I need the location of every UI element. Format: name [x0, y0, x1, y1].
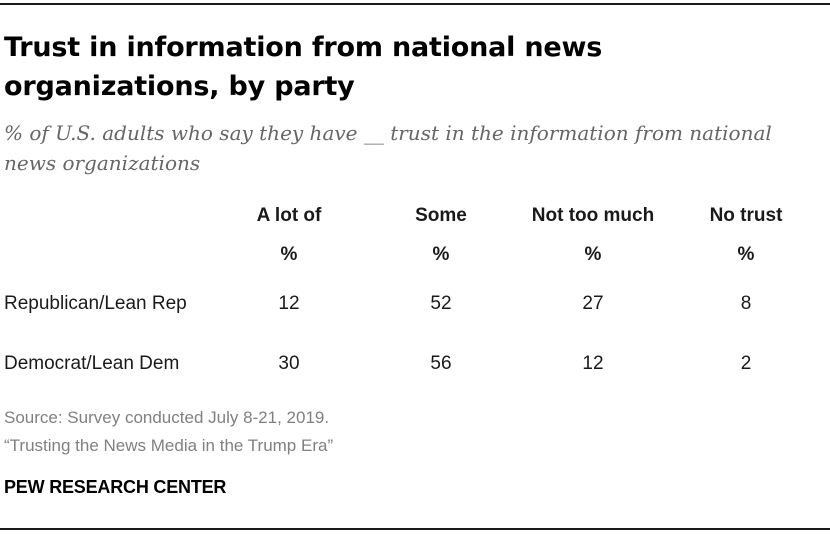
column-header-row: A lot of Some Not too much No trust [0, 196, 822, 236]
column-header: No trust [709, 205, 783, 226]
data-cell: 52 [430, 293, 452, 314]
unit-spacer [0, 236, 212, 274]
source-note: Source: Survey conducted July 8-21, 2019… [4, 404, 333, 460]
data-cell: 30 [278, 353, 300, 374]
data-cell: 12 [278, 293, 300, 314]
column-header: A lot of [256, 205, 322, 226]
organization-name: PEW RESEARCH CENTER [4, 477, 227, 497]
row-label: Democrat/Lean Dem [4, 353, 180, 374]
data-cell: 2 [740, 353, 752, 374]
unit-label: % [432, 244, 450, 265]
report-title: “Trusting the News Media in the Trump Er… [4, 436, 334, 455]
data-cell: 27 [582, 293, 604, 314]
unit-label: % [584, 244, 602, 265]
column-header: Some [415, 205, 467, 226]
data-cell: 56 [430, 353, 452, 374]
source-line: Source: Survey conducted July 8-21, 2019… [4, 408, 330, 427]
chart-subtitle: % of U.S. adults who say they have __ tr… [4, 121, 772, 175]
row-label-header [0, 196, 212, 236]
top-rule [0, 3, 830, 5]
unit-label: % [280, 244, 298, 265]
bottom-rule [0, 528, 830, 530]
data-cell: 12 [582, 353, 604, 374]
unit-label: % [737, 244, 755, 265]
table-row: Democrat/Lean Dem 30 56 12 2 [0, 334, 822, 394]
chart-title: Trust in information from national news … [4, 32, 603, 102]
row-label: Republican/Lean Rep [4, 293, 187, 314]
table-row: Republican/Lean Rep 12 52 27 8 [0, 274, 822, 334]
unit-row: % % % % [0, 236, 822, 274]
column-header: Not too much [531, 205, 655, 226]
data-cell: 8 [740, 293, 752, 314]
data-table: A lot of Some Not too much No trust % % … [0, 196, 822, 394]
